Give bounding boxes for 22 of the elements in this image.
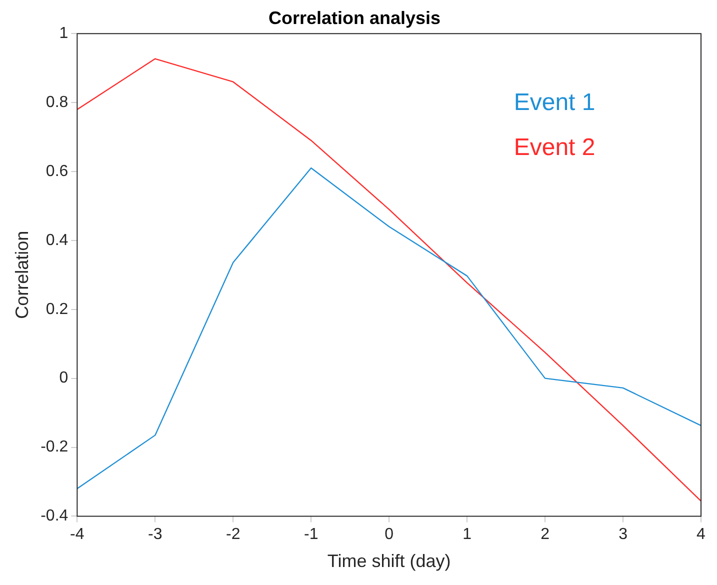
x-tick-label: -4 bbox=[70, 526, 84, 544]
y-tick-label: -0.2 bbox=[40, 438, 68, 456]
x-axis-title: Time shift (day) bbox=[327, 551, 451, 572]
y-tick-label: 0.8 bbox=[46, 94, 68, 111]
y-tick-label: -0.4 bbox=[40, 508, 68, 525]
x-tick-label: -2 bbox=[226, 526, 240, 544]
y-axis-title: Correlation bbox=[12, 230, 32, 319]
x-tick-label: 4 bbox=[696, 526, 706, 544]
y-tick-label: 0.4 bbox=[46, 232, 68, 249]
y-tick-label: 0.2 bbox=[46, 300, 68, 318]
x-tick-label: 2 bbox=[540, 526, 550, 544]
x-tick-label: 1 bbox=[462, 526, 472, 544]
text: Event 2 bbox=[514, 134, 596, 162]
x-tick-label: 3 bbox=[618, 526, 628, 544]
x-tick-label: -1 bbox=[304, 526, 318, 544]
y-tick-label: 0 bbox=[59, 370, 68, 387]
chart-title: Correlation analysis bbox=[268, 8, 441, 28]
x-tick-label: 0 bbox=[384, 526, 394, 544]
text: Event 1 bbox=[514, 89, 596, 116]
y-tick-label: 1 bbox=[59, 25, 68, 42]
x-tick-label: -3 bbox=[148, 526, 162, 544]
y-tick-label: 0.6 bbox=[46, 162, 68, 180]
